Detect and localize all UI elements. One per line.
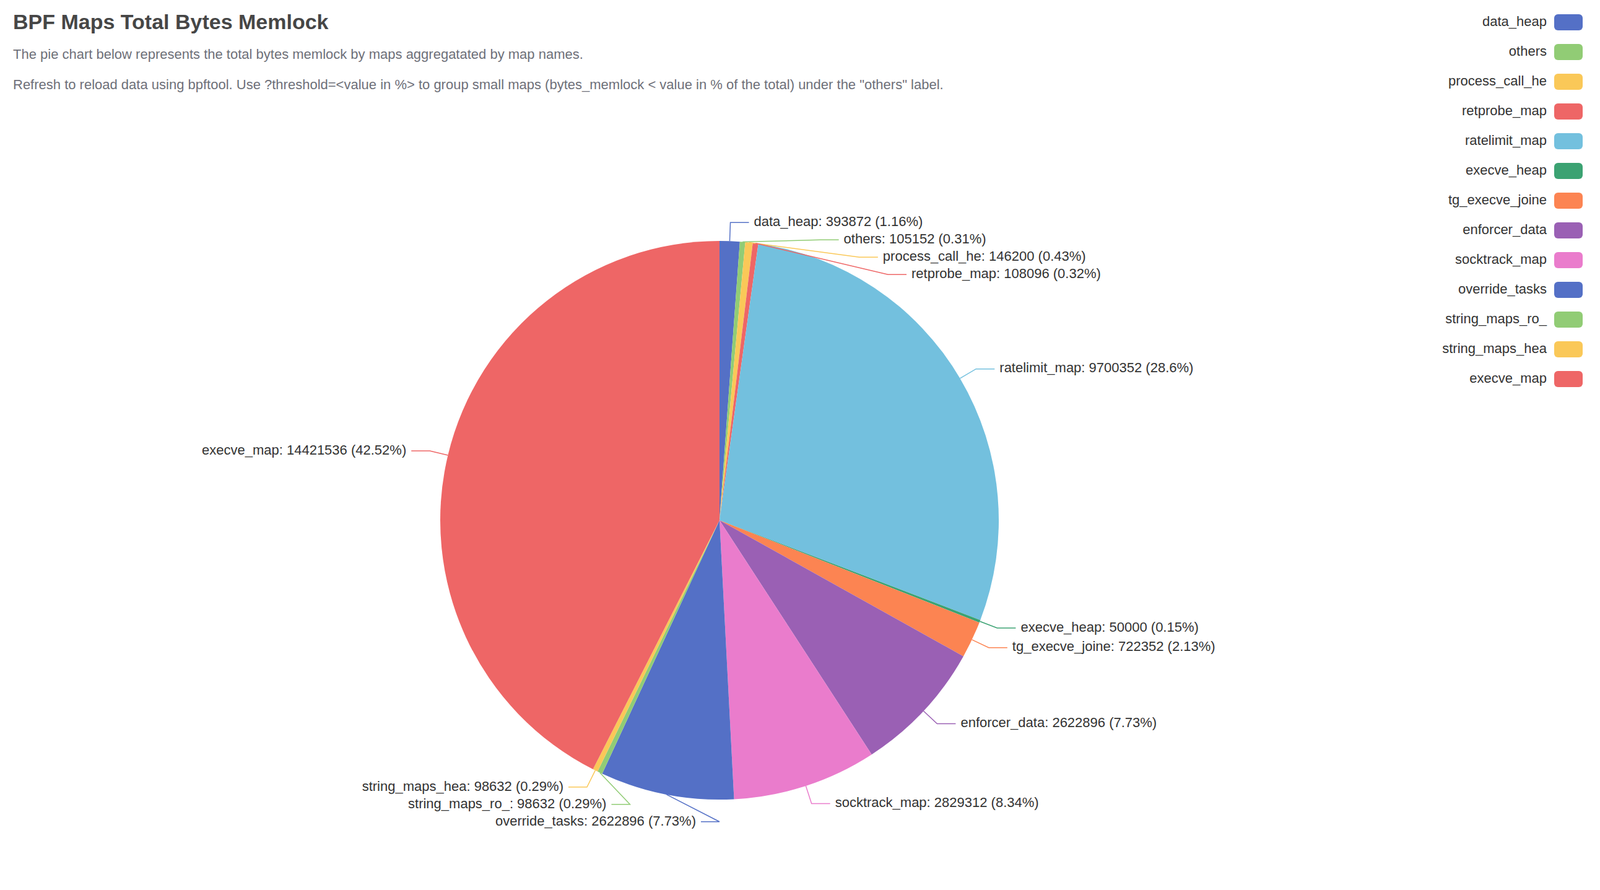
data-label: string_maps_hea: 98632 (0.29%) bbox=[362, 778, 564, 794]
label-line bbox=[568, 770, 596, 787]
label-line bbox=[923, 710, 957, 724]
data-label: ratelimit_map: 9700352 (28.6%) bbox=[999, 359, 1194, 376]
legend-swatch[interactable] bbox=[1554, 281, 1583, 298]
legend-label[interactable]: execve_map bbox=[1469, 370, 1547, 386]
label-line bbox=[749, 242, 879, 258]
legend-label[interactable]: enforcer_data bbox=[1462, 221, 1548, 238]
legend-label[interactable]: others bbox=[1508, 43, 1547, 59]
legend-label[interactable]: tg_execve_joine bbox=[1448, 191, 1547, 208]
legend-swatch[interactable] bbox=[1554, 222, 1583, 239]
legend-swatch[interactable] bbox=[1554, 162, 1583, 179]
legend-label[interactable]: retprobe_map bbox=[1461, 102, 1547, 119]
legend-label[interactable]: ratelimit_map bbox=[1465, 132, 1547, 148]
data-label: execve_heap: 50000 (0.15%) bbox=[1020, 619, 1199, 635]
legend-label[interactable]: string_maps_ro_ bbox=[1445, 310, 1548, 327]
label-line bbox=[805, 785, 830, 804]
legend-swatch[interactable] bbox=[1554, 103, 1583, 120]
label-line bbox=[742, 239, 839, 242]
label-line bbox=[411, 450, 448, 456]
label-line bbox=[959, 369, 995, 379]
legend-label[interactable]: data_heap bbox=[1482, 13, 1547, 30]
label-line bbox=[755, 243, 907, 275]
subtitle: The pie chart below represents the total… bbox=[13, 46, 584, 62]
label-line bbox=[979, 621, 1016, 628]
data-label: tg_execve_joine: 722352 (2.13%) bbox=[1012, 638, 1216, 654]
label-line bbox=[729, 222, 749, 241]
legend-swatch[interactable] bbox=[1554, 311, 1583, 328]
data-label: socktrack_map: 2829312 (8.34%) bbox=[835, 794, 1040, 810]
legend-label[interactable]: string_maps_hea bbox=[1442, 340, 1548, 357]
legend-swatch[interactable] bbox=[1554, 133, 1583, 150]
data-label: string_maps_ro_: 98632 (0.29%) bbox=[408, 795, 607, 812]
slice[interactable] bbox=[440, 240, 720, 770]
legend: data_heapothers process_call_he retprobe_m… bbox=[1442, 13, 1583, 387]
slice[interactable] bbox=[719, 520, 872, 799]
legend-label[interactable]: process_call_he bbox=[1448, 73, 1547, 89]
data-label: override_tasks: 2622896 (7.73%) bbox=[495, 813, 696, 829]
data-label: retprobe_map: 108096 (0.32%) bbox=[911, 265, 1101, 282]
labels: data_heap: 393872 (1.16%)others: 105152 … bbox=[201, 213, 1216, 828]
legend-label[interactable]: execve_heap bbox=[1465, 162, 1547, 178]
label-line bbox=[972, 639, 1008, 648]
legend-label[interactable]: socktrack_map bbox=[1455, 251, 1547, 267]
data-label: data_heap: 393872 (1.16%) bbox=[754, 213, 924, 230]
legend-swatch[interactable] bbox=[1554, 370, 1583, 387]
legend-swatch[interactable] bbox=[1554, 43, 1583, 61]
legend-swatch[interactable] bbox=[1554, 192, 1583, 209]
subtitle: Refresh to reload data using bpftool. Us… bbox=[13, 76, 944, 93]
pie bbox=[440, 240, 999, 800]
data-label: process_call_he: 146200 (0.43%) bbox=[882, 248, 1087, 264]
legend-swatch[interactable] bbox=[1554, 341, 1583, 358]
chart: BPF Maps Total Bytes Memlock The pie char… bbox=[0, 0, 1600, 890]
data-label: enforcer_data: 2622896 (7.73%) bbox=[960, 714, 1157, 731]
legend-swatch[interactable] bbox=[1554, 252, 1583, 269]
title: BPF Maps Total Bytes Memlock bbox=[13, 9, 329, 34]
legend-swatch[interactable] bbox=[1554, 73, 1583, 90]
legend-swatch[interactable] bbox=[1554, 14, 1583, 31]
legend-label[interactable]: override_tasks bbox=[1458, 281, 1547, 297]
data-label: execve_map: 14421536 (42.52%) bbox=[201, 442, 407, 458]
data-label: others: 105152 (0.31%) bbox=[843, 230, 987, 247]
